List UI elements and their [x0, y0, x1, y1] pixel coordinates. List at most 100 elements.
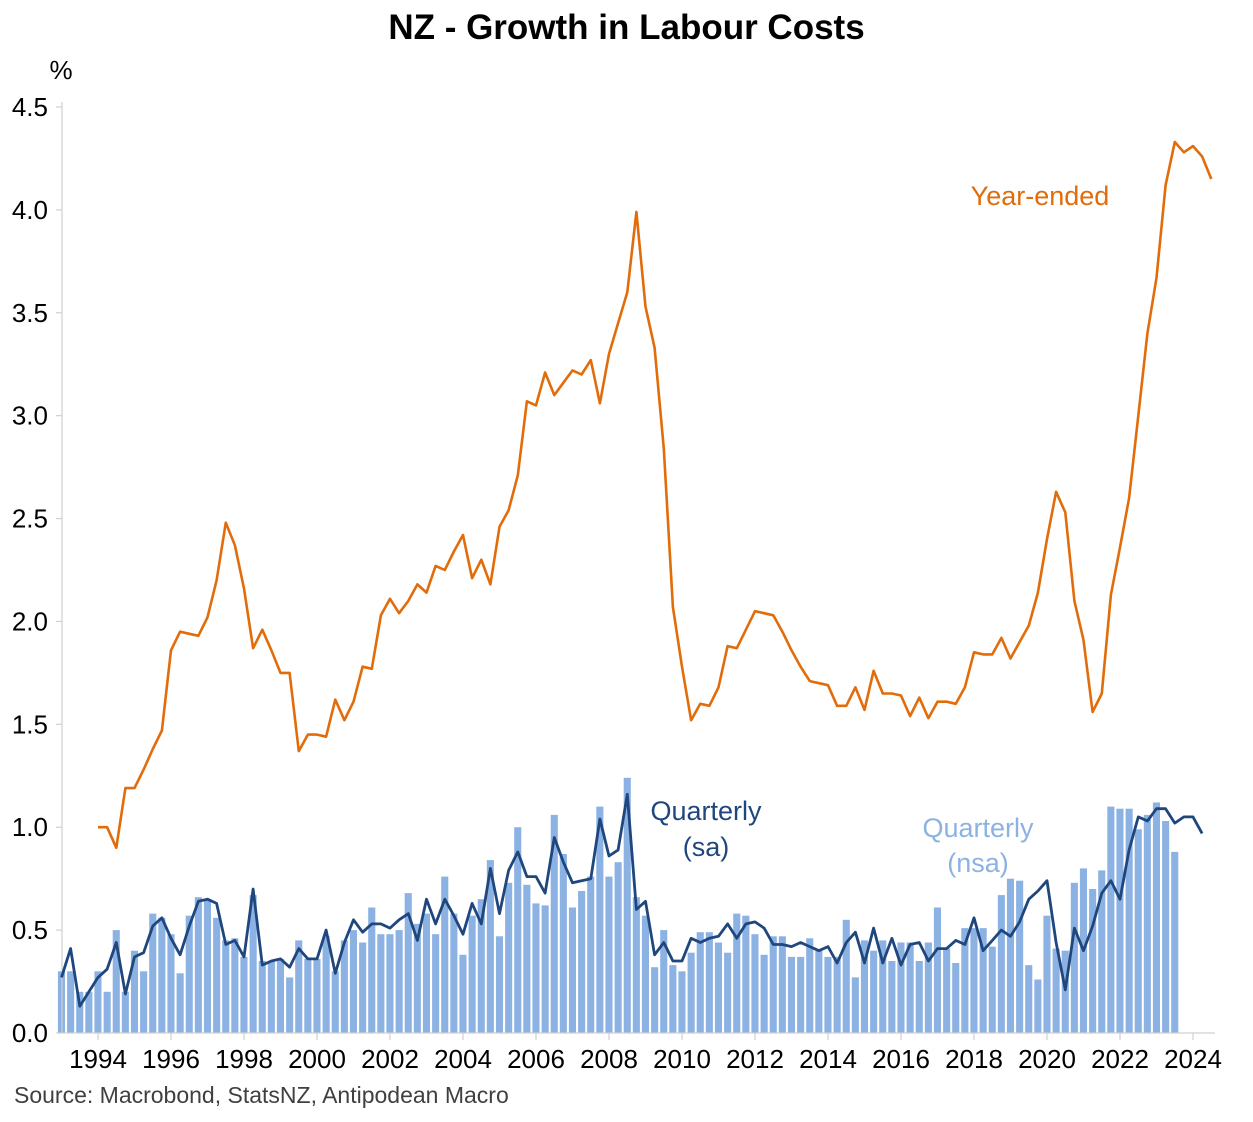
bar-nsa: [368, 907, 376, 1033]
bar-nsa: [276, 958, 284, 1033]
bar-nsa: [651, 967, 659, 1033]
bar-nsa: [495, 936, 503, 1033]
bar-nsa: [596, 806, 604, 1033]
bar-nsa: [724, 952, 732, 1033]
bar-nsa: [286, 977, 294, 1033]
y-tick-label: 0.0: [12, 1018, 48, 1048]
bar-nsa: [806, 938, 814, 1033]
bar-nsa: [231, 938, 239, 1033]
bar-nsa: [395, 930, 403, 1033]
x-tick-label: 2004: [434, 1044, 492, 1074]
bar-nsa: [879, 940, 887, 1033]
bar-nsa: [76, 991, 84, 1033]
x-tick-label: 2020: [1018, 1044, 1076, 1074]
bar-nsa: [532, 903, 540, 1033]
y-tick-label: 4.5: [12, 92, 48, 122]
bar-nsa: [605, 876, 613, 1033]
bar-nsa: [705, 932, 713, 1033]
bar-nsa: [295, 940, 303, 1033]
bar-nsa: [1025, 965, 1033, 1033]
bar-nsa: [970, 928, 978, 1033]
bar-nsa: [359, 942, 367, 1033]
bar-nsa: [313, 958, 321, 1033]
bar-nsa: [860, 940, 868, 1033]
bar-nsa: [778, 936, 786, 1033]
x-tick-label: 2000: [288, 1044, 346, 1074]
bar-nsa: [322, 936, 330, 1033]
bar-nsa: [687, 952, 695, 1033]
bar-nsa: [952, 963, 960, 1033]
bar-nsa: [1006, 878, 1014, 1033]
bar-nsa: [541, 905, 549, 1033]
bar-nsa: [349, 930, 357, 1033]
y-tick-label: 4.0: [12, 195, 48, 225]
bars-nsa: [57, 777, 1179, 1033]
bar-nsa: [304, 958, 312, 1033]
bar-nsa: [933, 907, 941, 1033]
y-tick-labels: 0.0 0.5 1.0 1.5 2.0 2.5 3.0 3.5 4.0 4.5: [12, 92, 48, 1048]
bar-nsa: [696, 932, 704, 1033]
bar-nsa: [815, 950, 823, 1033]
bar-nsa: [1016, 880, 1024, 1033]
quarterly-sa-annotation-unit: (sa): [683, 832, 730, 862]
bar-nsa: [413, 923, 421, 1033]
bar-nsa: [924, 942, 932, 1033]
bar-nsa: [1134, 829, 1142, 1033]
bar-nsa: [459, 954, 467, 1033]
bar-nsa: [85, 991, 93, 1033]
bar-nsa: [486, 860, 494, 1033]
bar-nsa: [997, 895, 1005, 1033]
x-tick-label: 2012: [726, 1044, 784, 1074]
year-ended-line: [98, 140, 1213, 850]
bar-nsa: [422, 913, 430, 1033]
bar-nsa: [203, 899, 211, 1033]
bar-nsa: [797, 956, 805, 1033]
bar-nsa: [787, 956, 795, 1033]
bar-nsa: [1098, 870, 1106, 1033]
bar-nsa: [140, 971, 148, 1033]
bar-nsa: [906, 942, 914, 1033]
bar-nsa: [623, 777, 631, 1033]
bar-nsa: [386, 934, 394, 1033]
quarterly-nsa-annotation: Quarterly: [922, 813, 1034, 843]
x-tick-label: 2010: [653, 1044, 711, 1074]
bar-nsa: [432, 934, 440, 1033]
bar-nsa: [870, 950, 878, 1033]
bar-nsa: [441, 876, 449, 1033]
bar-nsa: [523, 884, 531, 1033]
y-tick-label: 3.5: [12, 298, 48, 328]
bar-nsa: [1125, 808, 1133, 1033]
bar-nsa: [578, 891, 586, 1033]
chart-title: NZ - Growth in Labour Costs: [388, 8, 865, 47]
year-ended-annotation: Year-ended: [971, 181, 1110, 211]
y-tick-label: 2.5: [12, 504, 48, 534]
quarterly-sa-annotation: Quarterly: [650, 796, 762, 826]
bar-nsa: [103, 991, 111, 1033]
bar-nsa: [505, 882, 513, 1033]
bar-nsa: [377, 934, 385, 1033]
bar-nsa: [979, 928, 987, 1033]
x-tick-label: 2006: [507, 1044, 565, 1074]
bar-nsa: [1089, 889, 1097, 1033]
bar-nsa: [1116, 808, 1124, 1033]
bar-nsa: [714, 942, 722, 1033]
x-tick-label: 2014: [799, 1044, 857, 1074]
bar-nsa: [943, 948, 951, 1033]
bar-nsa: [824, 956, 832, 1033]
bar-nsa: [167, 934, 175, 1033]
bar-nsa: [331, 971, 339, 1033]
bar-nsa: [842, 919, 850, 1033]
bar-nsa: [340, 940, 348, 1033]
bar-nsa: [1043, 915, 1051, 1033]
bar-nsa: [1070, 882, 1078, 1033]
bar-nsa: [988, 946, 996, 1033]
y-tick-label: 0.5: [12, 915, 48, 945]
bar-nsa: [185, 915, 193, 1033]
bar-nsa: [249, 895, 257, 1033]
bar-nsa: [121, 991, 129, 1033]
bar-nsa: [614, 862, 622, 1033]
bar-nsa: [751, 934, 759, 1033]
bar-nsa: [1152, 802, 1160, 1033]
bar-nsa: [94, 971, 102, 1033]
